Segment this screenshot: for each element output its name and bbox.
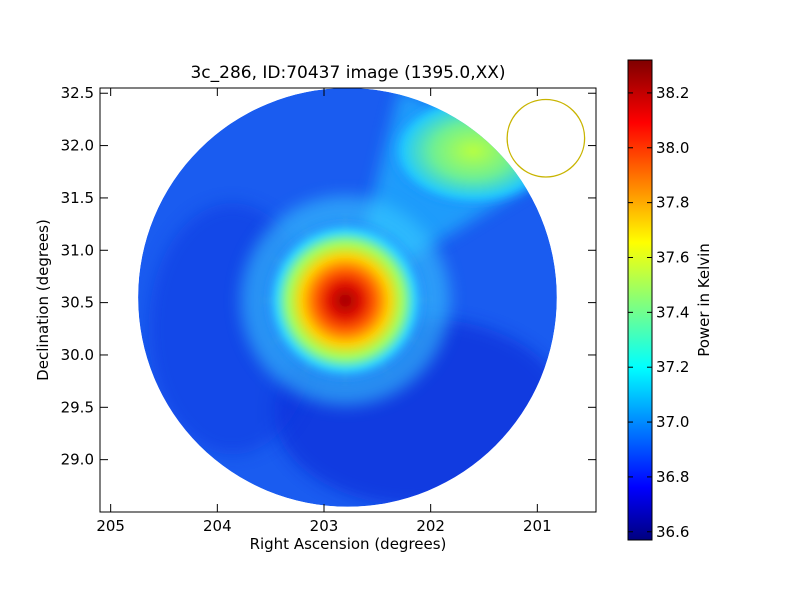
- colorbar-tick-label: 37.4: [656, 303, 689, 321]
- x-tick-label: 203: [310, 517, 339, 535]
- y-tick-label: 31.5: [61, 189, 94, 207]
- y-tick-label: 31.0: [61, 241, 94, 259]
- y-axis-label: Declination (degrees): [34, 219, 52, 381]
- x-tick-label: 202: [416, 517, 445, 535]
- colorbar-tick-label: 38.2: [656, 84, 689, 102]
- y-tick-label: 29.0: [61, 451, 94, 469]
- y-axis-ticks: 29.0 29.5 30.0 30.5 31.0 31.5 32.0 32.5: [61, 84, 596, 469]
- y-tick-label: 29.5: [61, 398, 94, 416]
- colorbar-tick-label: 37.6: [656, 248, 689, 266]
- colorbar-tick-label: 37.0: [656, 413, 689, 431]
- source-core: [261, 216, 430, 385]
- y-tick-label: 30.0: [61, 346, 94, 364]
- colorbar-tick-label: 37.8: [656, 194, 689, 212]
- marker-circle: [506, 98, 586, 178]
- x-tick-label: 205: [96, 517, 125, 535]
- y-tick-label: 32.0: [61, 137, 94, 155]
- x-tick-label: 204: [203, 517, 232, 535]
- colorbar-tick-label: 36.6: [656, 523, 689, 541]
- y-tick-label: 30.5: [61, 294, 94, 312]
- colorbar-tick-label: 37.2: [656, 358, 689, 376]
- colorbar-tick-label: 38.0: [656, 139, 689, 157]
- x-axis-ticks: 205 204 203 202 201: [96, 88, 552, 535]
- x-axis-label: Right Ascension (degrees): [250, 535, 447, 553]
- colorbar: [627, 59, 653, 541]
- x-tick-label: 201: [523, 517, 552, 535]
- y-tick-label: 32.5: [61, 84, 94, 102]
- plot-frame: [99, 87, 597, 513]
- colorbar-tick-label: 36.8: [656, 468, 689, 486]
- colorbar-label: Power in Kelvin: [695, 243, 713, 357]
- chart-title: 3c_286, ID:70437 image (1395.0,XX): [190, 63, 505, 83]
- colorbar-ticks: 36.6 36.8 37.0 37.2 37.4 37.6 37.8 38.0 38.2: [628, 84, 689, 541]
